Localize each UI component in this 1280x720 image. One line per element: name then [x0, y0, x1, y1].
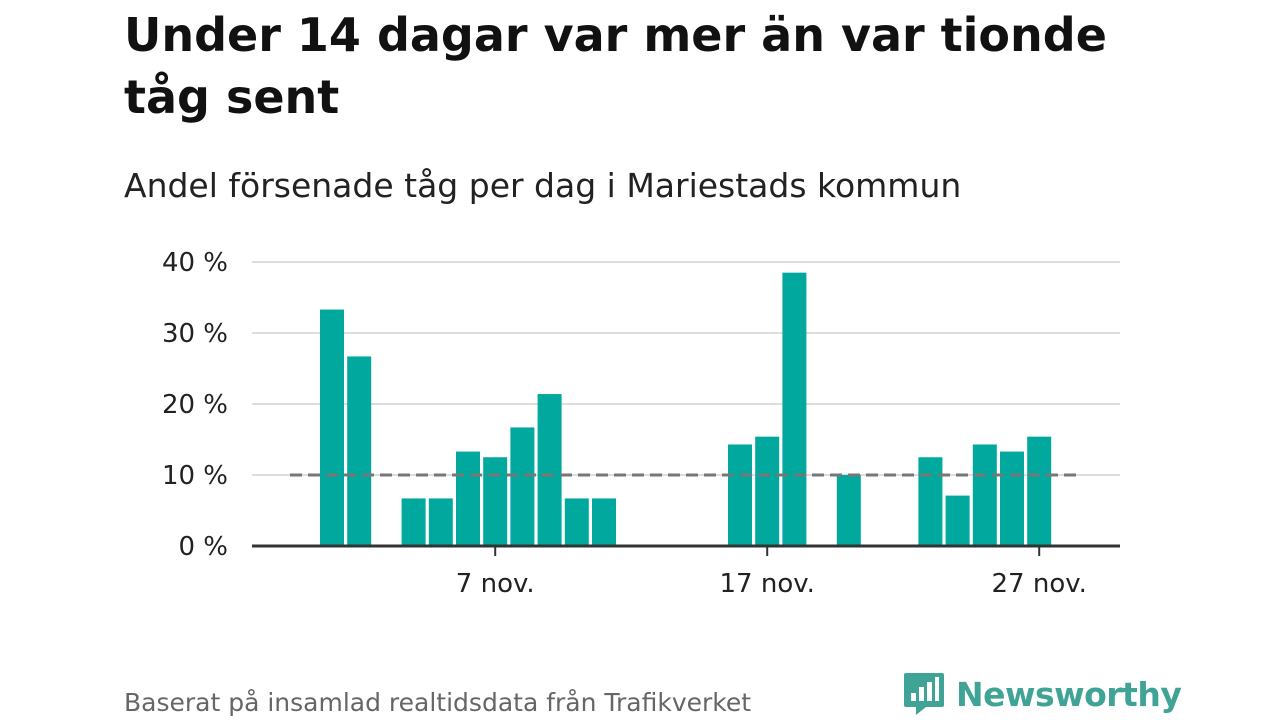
- x-tick-label: 17 nov.: [720, 569, 815, 599]
- x-tick-label: 7 nov.: [456, 569, 535, 599]
- bar: [347, 356, 372, 546]
- y-tick-label: 30 %: [162, 319, 228, 349]
- y-tick-label: 0 %: [178, 532, 228, 562]
- bar: [945, 495, 970, 546]
- bar: [428, 498, 453, 546]
- bar: [1027, 436, 1052, 546]
- chart-subtitle: Andel försenade tåg per dag i Mariestads…: [124, 166, 962, 205]
- bar: [836, 475, 861, 546]
- bar: [1000, 451, 1024, 546]
- bar: [483, 457, 508, 546]
- x-tick-label: 27 nov.: [992, 569, 1087, 599]
- bar: [537, 394, 562, 546]
- bar: [918, 457, 943, 546]
- source-note: Baserat på insamlad realtidsdata från Tr…: [124, 688, 752, 717]
- y-tick-label: 10 %: [162, 461, 228, 491]
- bar: [564, 498, 589, 546]
- bar: [782, 272, 807, 546]
- y-tick-label: 20 %: [162, 390, 228, 420]
- y-tick-label: 40 %: [162, 248, 228, 278]
- bar: [320, 309, 344, 546]
- bar: [728, 444, 752, 546]
- bar: [401, 498, 426, 546]
- chart-title: Under 14 dagar var mer än var tionde tåg…: [124, 8, 1107, 124]
- newsworthy-logo-icon: [904, 673, 944, 715]
- brand-name: Newsworthy: [956, 674, 1182, 714]
- bar: [510, 427, 535, 546]
- bar: [755, 436, 780, 546]
- bar: [972, 444, 997, 546]
- bar: [456, 451, 480, 546]
- brand-logo: Newsworthy: [902, 670, 1182, 718]
- bar: [592, 498, 616, 546]
